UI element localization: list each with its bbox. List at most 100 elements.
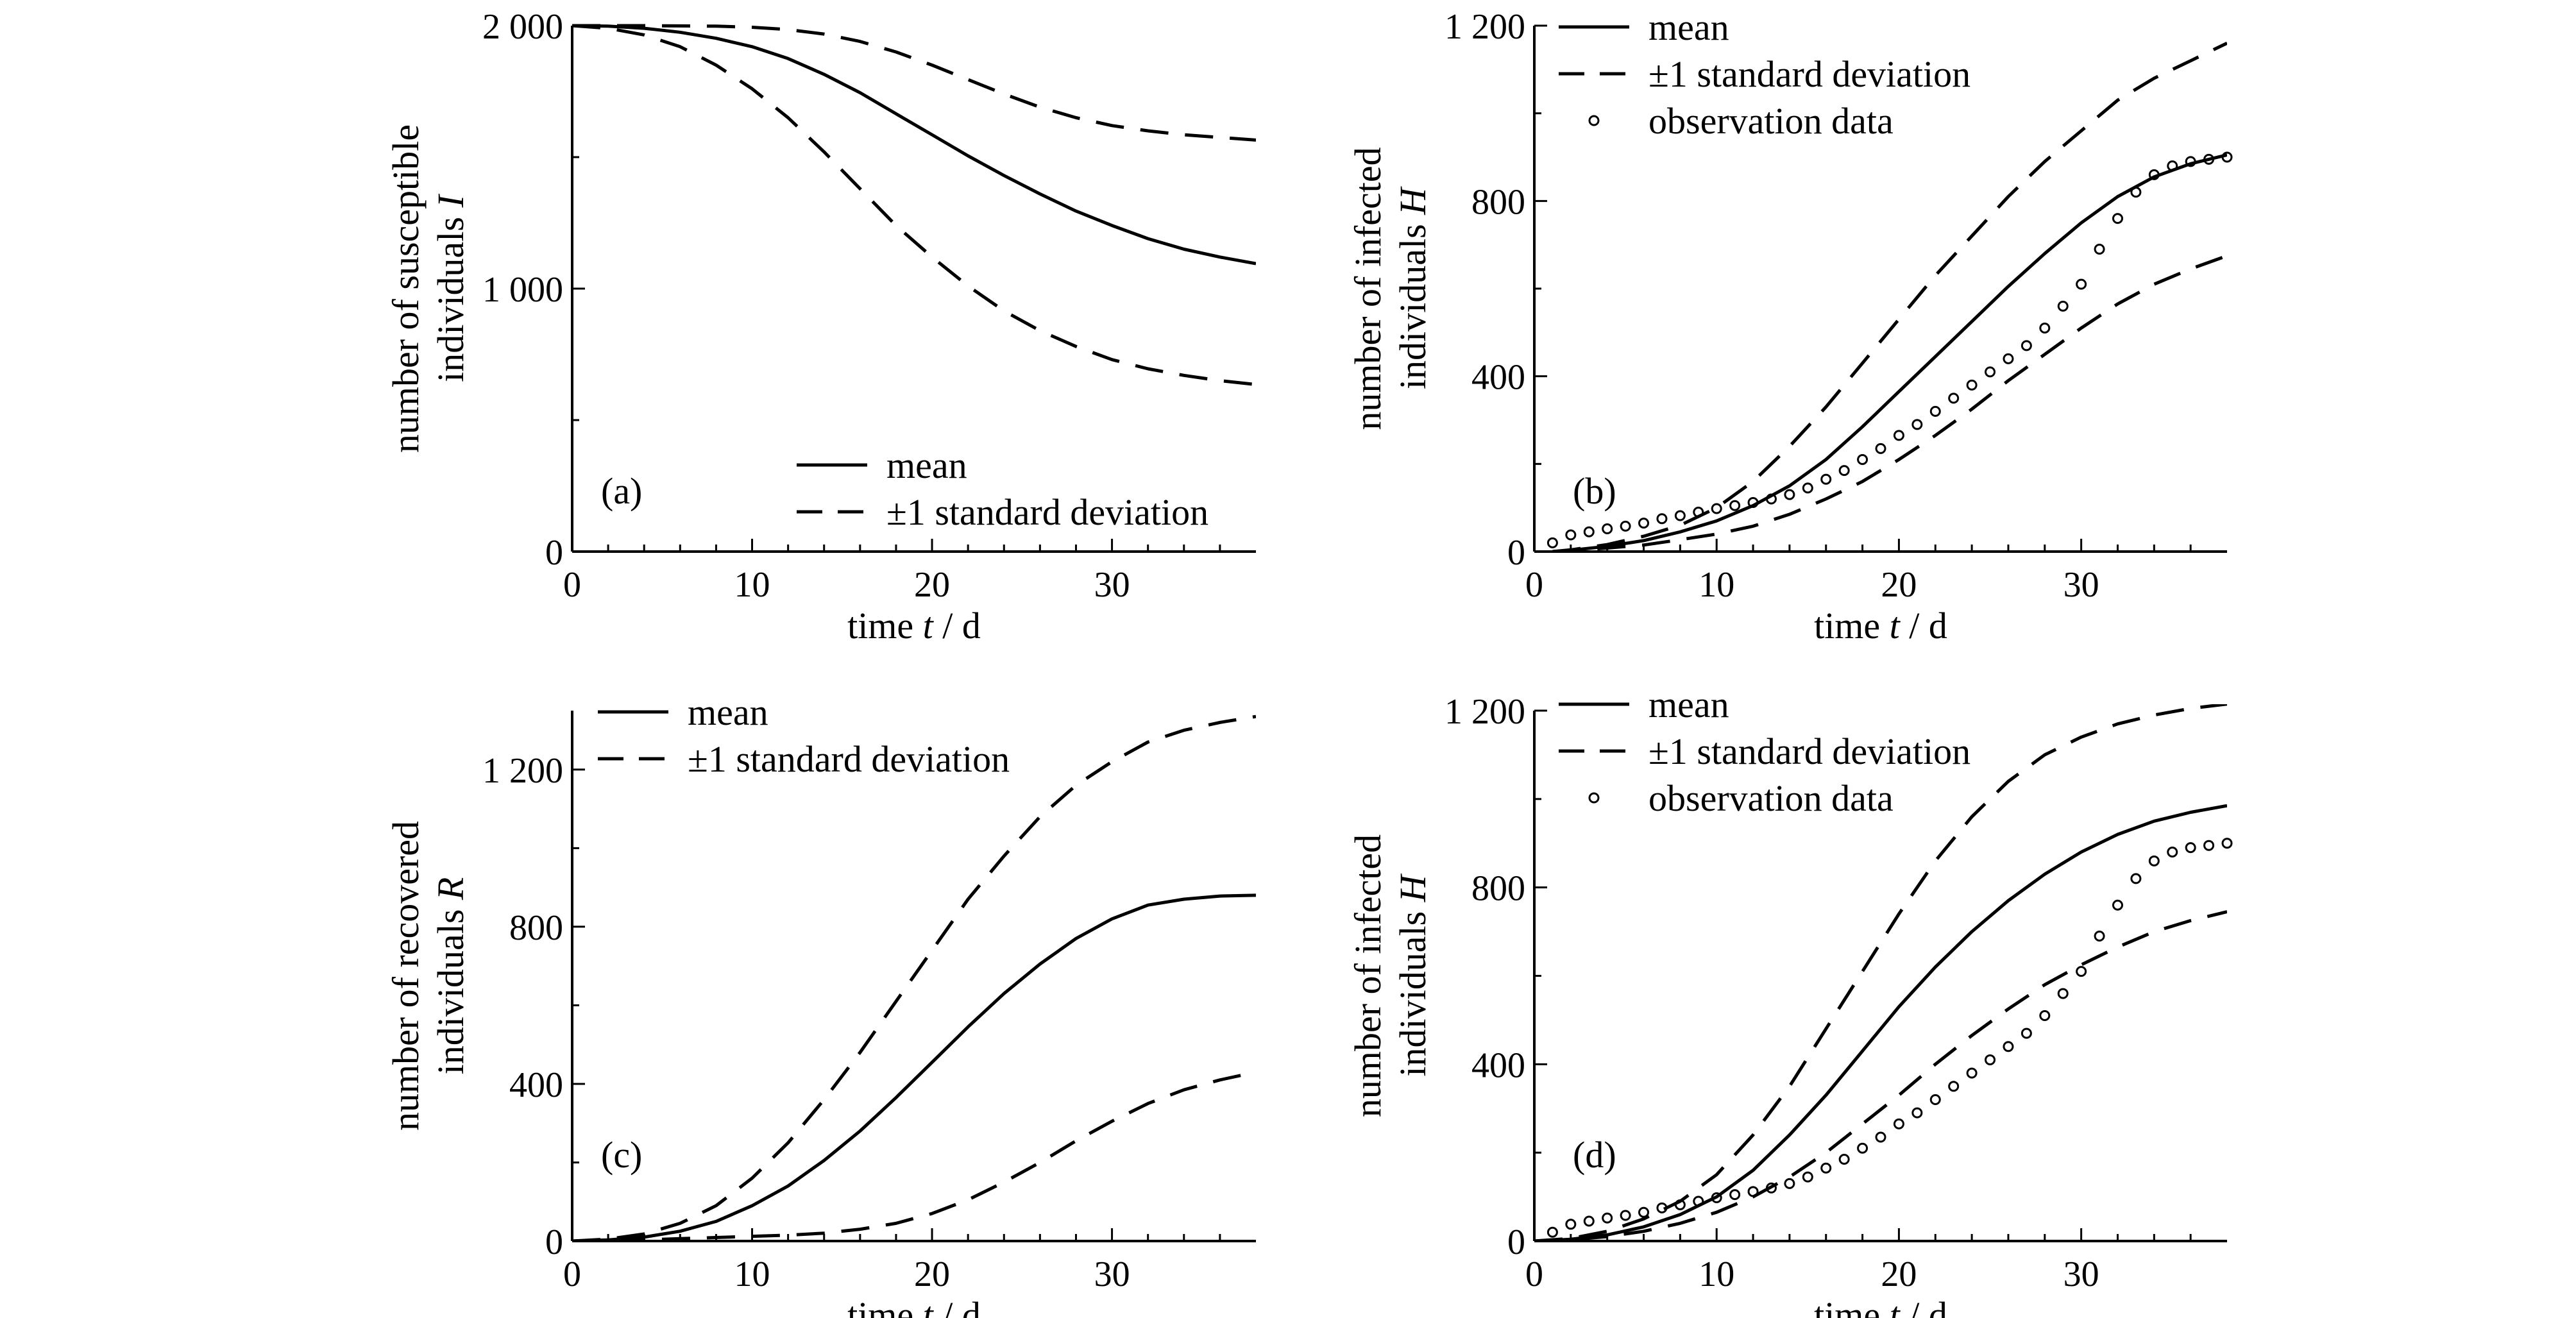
observation-point (1602, 1212, 1613, 1224)
observation-point (1911, 1107, 1923, 1119)
y-tick-label: 400 (1471, 1045, 1525, 1085)
series-line-upper (1552, 42, 2227, 552)
series-line-mean (1552, 153, 2227, 552)
series-line-lower (1534, 910, 2227, 1241)
y-tick-label: 1 200 (1445, 7, 1525, 47)
observation-point (2185, 156, 2196, 167)
observation-point (2094, 244, 2105, 255)
observation-point (1911, 419, 1923, 430)
observation-point (1620, 1210, 1631, 1221)
legend-label: observation data (1648, 100, 1894, 142)
observation-point (1747, 1186, 1759, 1197)
observation-point (1765, 493, 1777, 505)
observation-point (2148, 855, 2160, 866)
series-line-mean (1534, 804, 2227, 1241)
y-axis-label-line2: individuals R (430, 877, 471, 1075)
y-axis-label-line2: individuals I (430, 194, 471, 382)
observation-point (1929, 405, 1941, 417)
x-tick-label: 0 (563, 1255, 581, 1294)
observation-point (2057, 988, 2069, 999)
observation-point (1820, 473, 1832, 485)
x-tick-label: 0 (1525, 1255, 1543, 1294)
y-tick-label: 800 (1471, 182, 1525, 222)
y-tick-label: 0 (1507, 533, 1525, 573)
observation-point (1674, 510, 1686, 521)
panel-label: (d) (1573, 1134, 1616, 1176)
observation-point (1820, 1162, 1832, 1174)
x-tick-label: 20 (1881, 565, 1917, 605)
series-line-upper (572, 714, 1256, 1241)
observation-point (1875, 443, 1886, 454)
observation-point (2203, 840, 2215, 851)
observation-point (1985, 1054, 1996, 1065)
observation-point (2167, 847, 2178, 858)
legend-label: mean (1648, 684, 1729, 725)
observation-point (1802, 1171, 1813, 1183)
observation-point (2148, 169, 2160, 180)
x-tick-label: 10 (734, 1255, 770, 1294)
legend-item: ±1 standard deviation (1559, 53, 1970, 95)
observation-point (1546, 537, 1558, 548)
observation-point (1546, 1226, 1558, 1238)
x-axis-label: time t / d (1814, 605, 1947, 646)
y-axis-label-line1: number of recovered (385, 821, 427, 1131)
y-tick-label: 0 (545, 1222, 563, 1262)
y-tick-label: 800 (509, 908, 563, 948)
observation-point (1802, 482, 1813, 494)
observation-point (1656, 513, 1668, 525)
observation-point (1565, 1219, 1577, 1230)
panel-a: 0 10 20 30 0 1 000 2 000 time t / d number of su… (385, 7, 1256, 646)
y-tick-label: 400 (509, 1065, 563, 1105)
observation-point (2076, 278, 2087, 290)
observation-point (1747, 496, 1759, 508)
x-axis-label: time t / d (847, 605, 981, 646)
observation-point (2203, 153, 2215, 165)
x-tick-label: 20 (914, 1255, 950, 1294)
y-tick-label: 1 200 (482, 751, 563, 791)
legend-item: ±1 standard deviation (598, 738, 1010, 780)
observation-point (1966, 379, 1978, 391)
observation-point (1711, 1192, 1722, 1203)
observation-point (2130, 873, 2142, 884)
y-axis-label-line1: number of infected (1347, 834, 1389, 1117)
x-tick-label: 20 (1881, 1255, 1917, 1294)
observation-point (1985, 366, 1996, 378)
x-tick-label: 0 (1525, 565, 1543, 605)
legend: mean ±1 standard deviation observation dat… (1559, 6, 1970, 142)
observation-point (2094, 930, 2105, 942)
y-tick-label: 400 (1471, 358, 1525, 398)
legend-marker (1588, 115, 1600, 126)
legend-label: ±1 standard deviation (1648, 731, 1970, 772)
observation-markers (1546, 838, 2233, 1238)
panel-b: 0 10 20 30 0 400 800 1 200 time t / d number of i… (1347, 6, 2233, 646)
panel-c: 0 10 20 30 0 400 800 1 200 time t / d number of r… (385, 691, 1256, 1318)
observation-point (1875, 1131, 1886, 1143)
y-tick-label: 0 (1507, 1222, 1525, 1262)
panel-label: (a) (601, 470, 642, 512)
observation-point (2021, 1027, 2032, 1039)
legend: mean ±1 standard deviation observation dat… (1559, 684, 1970, 819)
legend-item: mean (598, 691, 768, 733)
legend-label: mean (688, 691, 768, 733)
y-axis-label-line1: number of infected (1347, 147, 1389, 430)
observation-point (1838, 465, 1850, 477)
legend-label: mean (886, 444, 967, 486)
legend-item: mean (797, 444, 967, 486)
observation-point (1966, 1067, 1978, 1079)
legend: mean ±1 standard deviation (797, 444, 1208, 533)
x-tick-label: 10 (734, 565, 770, 605)
observation-point (1893, 430, 1904, 441)
legend-item: ±1 standard deviation (797, 491, 1208, 533)
y-axis-label-line2: individuals H (1392, 186, 1434, 389)
observation-point (1565, 529, 1577, 541)
observation-point (1929, 1094, 1941, 1105)
observation-point (2039, 323, 2051, 334)
observation-point (1893, 1118, 1904, 1129)
legend-item: ±1 standard deviation (1559, 731, 1970, 772)
observation-point (1838, 1154, 1850, 1165)
x-tick-label: 0 (563, 565, 581, 605)
observation-point (2021, 340, 2032, 351)
legend: mean ±1 standard deviation (598, 691, 1010, 780)
observation-point (1583, 526, 1595, 537)
